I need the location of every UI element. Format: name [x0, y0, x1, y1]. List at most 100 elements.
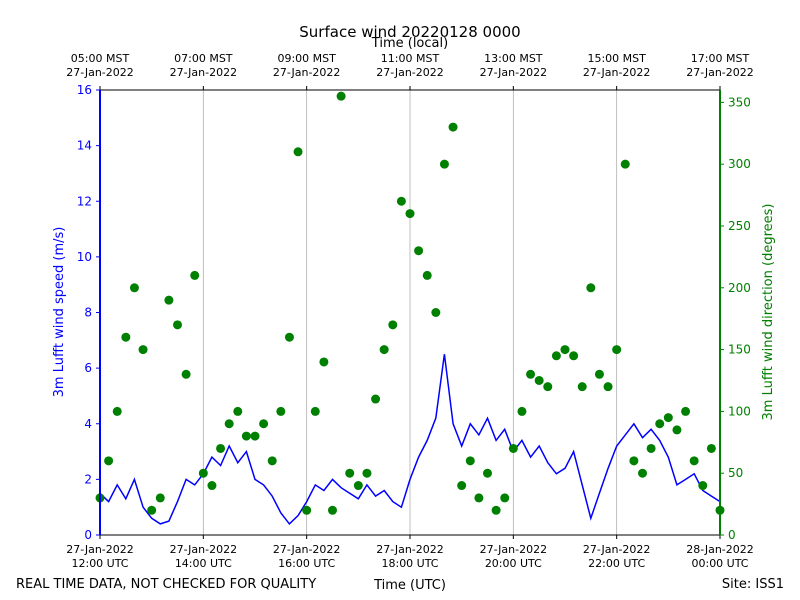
direction-point — [267, 456, 277, 466]
direction-point — [663, 413, 673, 423]
y-tick-label: 0 — [84, 528, 92, 542]
direction-point — [181, 369, 191, 379]
y-tick-label: 6 — [84, 361, 92, 375]
direction-point — [293, 147, 303, 157]
direction-point — [594, 369, 604, 379]
direction-point — [147, 505, 157, 515]
direction-point — [259, 419, 269, 429]
direction-point — [224, 419, 234, 429]
direction-point — [379, 345, 389, 355]
direction-point — [526, 369, 536, 379]
direction-point — [276, 406, 286, 416]
direction-point — [396, 196, 406, 206]
x2-tick-label: 07:00 MST 27-Jan-2022 — [170, 52, 238, 79]
direction-point — [474, 493, 484, 503]
y-tick-label: 4 — [84, 417, 92, 431]
direction-point — [448, 122, 458, 132]
direction-point — [508, 443, 518, 453]
y2-tick-label: 0 — [728, 528, 736, 542]
direction-point — [371, 394, 381, 404]
direction-point — [216, 443, 226, 453]
direction-point — [638, 468, 647, 478]
direction-point — [517, 406, 527, 416]
y2-axis-label: 3m Lufft wind direction (degrees) — [761, 204, 776, 421]
footnote: REAL TIME DATA, NOT CHECKED FOR QUALITY — [16, 577, 316, 592]
direction-point — [405, 209, 415, 219]
chart-title: Surface wind 20220128 0000 — [299, 23, 520, 41]
direction-point — [164, 295, 174, 305]
direction-point — [534, 375, 544, 385]
y2-tick-label: 250 — [728, 219, 751, 233]
direction-point — [414, 246, 424, 256]
x2-tick-label: 13:00 MST 27-Jan-2022 — [480, 52, 548, 79]
direction-point — [551, 351, 561, 361]
x-tick-label: 27-Jan-2022 14:00 UTC — [170, 543, 238, 570]
top-axis-label: Time (local) — [371, 36, 448, 51]
direction-point — [543, 382, 553, 392]
y2-tick-label: 150 — [728, 343, 751, 357]
x2-tick-label: 17:00 MST 27-Jan-2022 — [686, 52, 754, 79]
direction-point — [672, 425, 682, 435]
direction-point — [491, 505, 501, 515]
direction-point — [620, 159, 630, 169]
direction-point — [284, 332, 294, 342]
direction-point — [198, 468, 208, 478]
direction-point — [483, 468, 492, 478]
direction-point — [612, 345, 622, 355]
direction-point — [104, 456, 114, 466]
direction-point — [173, 320, 182, 330]
direction-point — [577, 382, 587, 392]
direction-point — [465, 456, 475, 466]
y-tick-label: 12 — [77, 194, 92, 208]
x2-tick-label: 11:00 MST 27-Jan-2022 — [376, 52, 444, 79]
direction-point — [560, 345, 570, 355]
direction-point — [500, 493, 510, 503]
y2-tick-label: 50 — [728, 466, 743, 480]
direction-point — [319, 357, 329, 367]
x-tick-label: 27-Jan-2022 16:00 UTC — [273, 543, 341, 570]
x-tick-label: 27-Jan-2022 12:00 UTC — [66, 543, 134, 570]
direction-point — [706, 443, 716, 453]
footnote: Site: ISS1 — [722, 577, 784, 592]
direction-point — [233, 406, 243, 416]
direction-point — [138, 345, 148, 355]
y-tick-label: 16 — [77, 83, 92, 97]
direction-point — [603, 382, 613, 392]
x2-tick-label: 15:00 MST 27-Jan-2022 — [583, 52, 651, 79]
x2-tick-label: 09:00 MST 27-Jan-2022 — [273, 52, 341, 79]
x2-tick-label: 05:00 MST 27-Jan-2022 — [66, 52, 134, 79]
x-tick-label: 27-Jan-2022 20:00 UTC — [480, 543, 548, 570]
direction-point — [155, 493, 165, 503]
y2-tick-label: 200 — [728, 281, 751, 295]
direction-point — [655, 419, 665, 429]
direction-point — [388, 320, 398, 330]
direction-point — [328, 505, 337, 515]
y-tick-label: 2 — [84, 472, 92, 486]
direction-point — [362, 468, 372, 478]
direction-point — [353, 481, 363, 491]
y-tick-label: 14 — [77, 139, 92, 153]
direction-point — [629, 456, 639, 466]
direction-point — [302, 505, 312, 515]
direction-point — [457, 481, 467, 491]
y-axis-label: 3m Lufft wind speed (m/s) — [52, 227, 67, 398]
y-tick-label: 10 — [77, 250, 92, 264]
x-axis-label: Time (UTC) — [373, 578, 446, 593]
direction-point — [336, 91, 346, 101]
direction-point — [646, 443, 656, 453]
direction-point — [241, 431, 251, 441]
direction-point — [689, 456, 699, 466]
x-tick-label: 27-Jan-2022 18:00 UTC — [376, 543, 444, 570]
direction-point — [207, 481, 217, 491]
direction-point — [422, 270, 432, 280]
direction-point — [698, 481, 708, 491]
y2-tick-label: 350 — [728, 95, 751, 109]
y-tick-label: 8 — [84, 306, 92, 320]
direction-point — [129, 283, 139, 293]
x-tick-label: 28-Jan-2022 00:00 UTC — [686, 543, 754, 570]
direction-point — [345, 468, 355, 478]
y2-tick-label: 300 — [728, 157, 751, 171]
direction-point — [310, 406, 320, 416]
